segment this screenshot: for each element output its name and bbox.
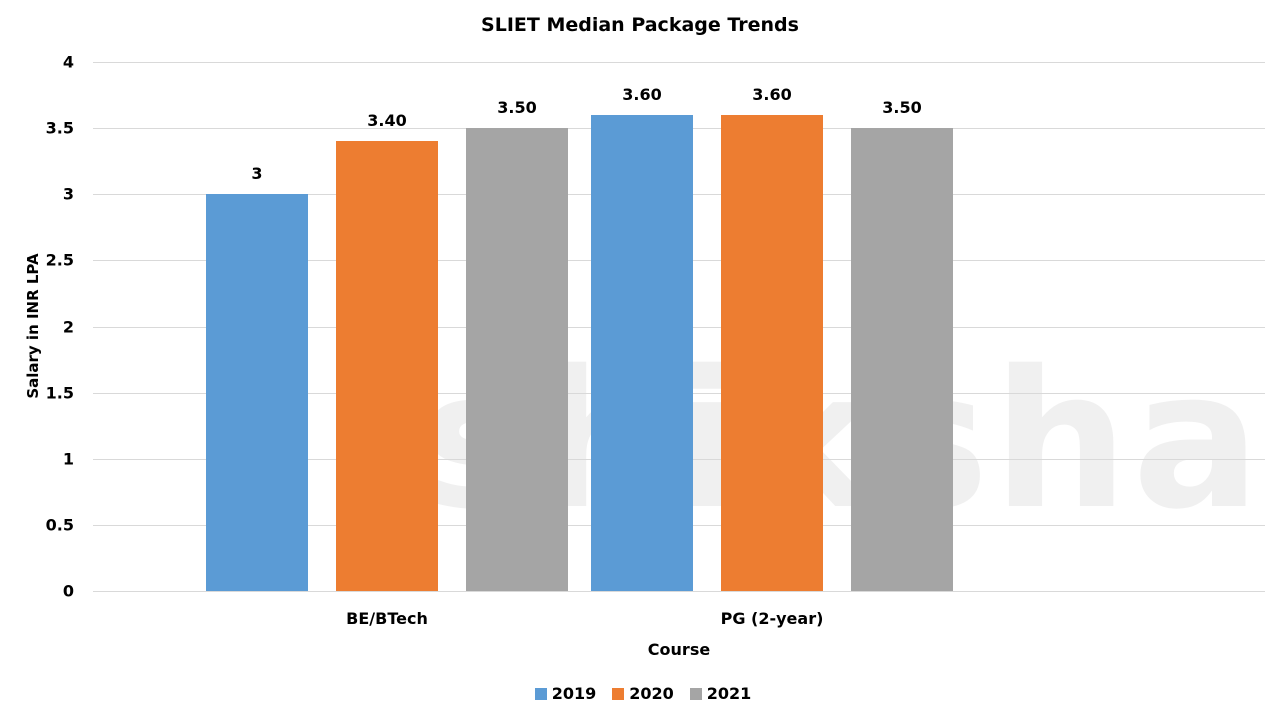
legend-label: 2019 (551, 684, 597, 703)
bar-2020 (721, 114, 823, 591)
x-tick-label: PG (2-year) (720, 609, 824, 628)
y-tick-label: 1 (62, 449, 74, 469)
y-tick-label: 2.5 (45, 250, 74, 270)
x-tick-label: BE/BTech (346, 609, 428, 628)
legend-item-2019: 2019 (534, 684, 597, 703)
legend-label: 2020 (629, 684, 674, 703)
plot-area: 3 3.40 3.50 3.60 3.60 3.50 (93, 62, 1265, 592)
x-axis-label: Course (647, 640, 711, 659)
y-tick-label: 4 (62, 52, 74, 72)
gridline (93, 591, 1265, 592)
y-tick-label: 0 (62, 581, 74, 601)
data-label: 3.50 (882, 98, 922, 118)
bar-2019 (206, 194, 308, 591)
bar-2020 (336, 141, 438, 591)
legend-label: 2021 (706, 684, 752, 703)
chart-title: SLIET Median Package Trends (481, 14, 799, 36)
y-tick-label: 3 (62, 184, 74, 204)
bar-2019 (591, 114, 693, 591)
legend-swatch-icon (612, 687, 625, 700)
data-label: 3.40 (367, 111, 407, 131)
legend-swatch-icon (534, 687, 547, 700)
gridline (93, 62, 1265, 63)
legend-item-2021: 2021 (689, 684, 752, 703)
y-tick-label: 0.5 (45, 515, 74, 535)
bar-2021 (851, 128, 953, 591)
y-tick-label: 1.5 (45, 383, 74, 403)
data-label: 3.60 (622, 84, 662, 104)
legend: 2019 2020 2021 (0, 684, 1280, 703)
bar-2021 (466, 128, 568, 591)
legend-item-2020: 2020 (612, 684, 674, 703)
y-tick-label: 3.5 (45, 118, 74, 138)
data-label: 3.60 (752, 84, 792, 104)
legend-swatch-icon (689, 687, 702, 700)
y-tick-label: 2 (62, 317, 74, 336)
data-label: 3 (251, 164, 263, 184)
data-label: 3.50 (497, 98, 537, 118)
